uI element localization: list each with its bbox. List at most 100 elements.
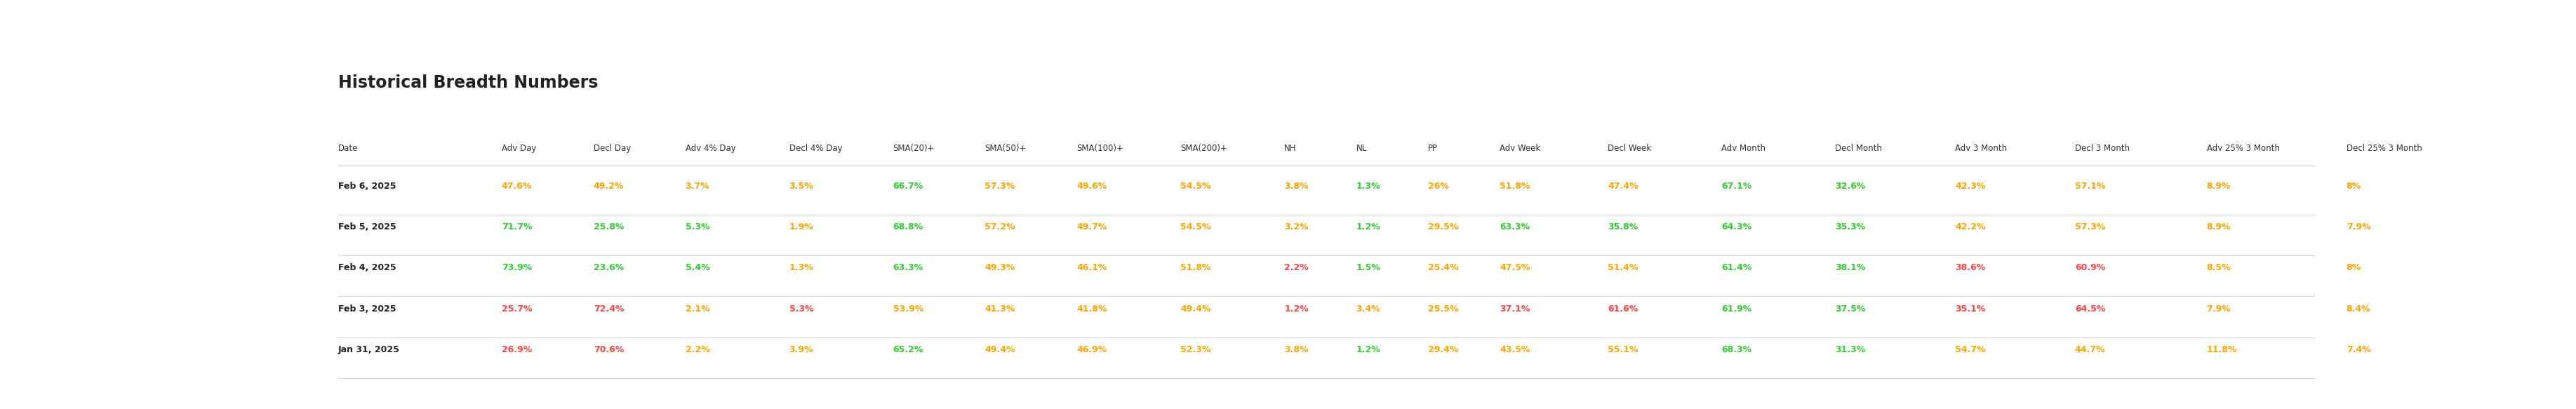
Text: Feb 4, 2025: Feb 4, 2025 <box>337 263 397 272</box>
Text: 7.9%: 7.9% <box>2347 222 2370 231</box>
Text: 37.1%: 37.1% <box>1499 304 1530 313</box>
Text: 5.3%: 5.3% <box>685 222 708 231</box>
Text: 67.1%: 67.1% <box>1721 181 1752 191</box>
Text: 46.1%: 46.1% <box>1077 263 1108 272</box>
Text: 47.5%: 47.5% <box>1499 263 1530 272</box>
Text: 3.4%: 3.4% <box>1355 304 1381 313</box>
Text: Date: Date <box>337 144 358 153</box>
Text: 49.3%: 49.3% <box>984 263 1015 272</box>
Text: 47.6%: 47.6% <box>502 181 533 191</box>
Text: 61.6%: 61.6% <box>1607 304 1638 313</box>
Text: Feb 5, 2025: Feb 5, 2025 <box>337 222 397 231</box>
Text: 49.4%: 49.4% <box>984 345 1015 354</box>
Text: Adv 4% Day: Adv 4% Day <box>685 144 737 153</box>
Text: 8.9%: 8.9% <box>2208 181 2231 191</box>
Text: 54.5%: 54.5% <box>1180 181 1211 191</box>
Text: 2.2%: 2.2% <box>1285 263 1309 272</box>
Text: SMA(20)+: SMA(20)+ <box>894 144 935 153</box>
Text: 3.7%: 3.7% <box>685 181 708 191</box>
Text: 1.2%: 1.2% <box>1285 304 1309 313</box>
Text: Historical Breadth Numbers: Historical Breadth Numbers <box>337 74 598 91</box>
Text: SMA(50)+: SMA(50)+ <box>984 144 1025 153</box>
Text: Feb 3, 2025: Feb 3, 2025 <box>337 304 397 313</box>
Text: Adv Week: Adv Week <box>1499 144 1540 153</box>
Text: 55.1%: 55.1% <box>1607 345 1638 354</box>
Text: 25.4%: 25.4% <box>1427 263 1458 272</box>
Text: 8%: 8% <box>2347 181 2362 191</box>
Text: Adv 3 Month: Adv 3 Month <box>1955 144 2007 153</box>
Text: 38.1%: 38.1% <box>1834 263 1865 272</box>
Text: 38.6%: 38.6% <box>1955 263 1986 272</box>
Text: 57.1%: 57.1% <box>2074 181 2105 191</box>
Text: 7.4%: 7.4% <box>2347 345 2370 354</box>
Text: Adv 25% 3 Month: Adv 25% 3 Month <box>2208 144 2280 153</box>
Text: 32.6%: 32.6% <box>1834 181 1865 191</box>
Text: 1.2%: 1.2% <box>1355 222 1381 231</box>
Text: 61.4%: 61.4% <box>1721 263 1752 272</box>
Text: 63.3%: 63.3% <box>1499 222 1530 231</box>
Text: Adv Month: Adv Month <box>1721 144 1765 153</box>
Text: 1.5%: 1.5% <box>1355 263 1381 272</box>
Text: 29.5%: 29.5% <box>1427 222 1458 231</box>
Text: Decl Day: Decl Day <box>592 144 631 153</box>
Text: 37.5%: 37.5% <box>1834 304 1865 313</box>
Text: 25.8%: 25.8% <box>592 222 623 231</box>
Text: 26%: 26% <box>1427 181 1448 191</box>
Text: 3.5%: 3.5% <box>788 181 814 191</box>
Text: 3.9%: 3.9% <box>788 345 814 354</box>
Text: Decl Week: Decl Week <box>1607 144 1651 153</box>
Text: NL: NL <box>1355 144 1368 153</box>
Text: 1.3%: 1.3% <box>1355 181 1381 191</box>
Text: 64.5%: 64.5% <box>2074 304 2105 313</box>
Text: 26.9%: 26.9% <box>502 345 533 354</box>
Text: 5.4%: 5.4% <box>685 263 711 272</box>
Text: Decl 3 Month: Decl 3 Month <box>2074 144 2130 153</box>
Text: Decl Month: Decl Month <box>1834 144 1883 153</box>
Text: 47.4%: 47.4% <box>1607 181 1638 191</box>
Text: 25.5%: 25.5% <box>1427 304 1458 313</box>
Text: 57.2%: 57.2% <box>984 222 1015 231</box>
Text: PP: PP <box>1427 144 1437 153</box>
Text: 42.2%: 42.2% <box>1955 222 1986 231</box>
Text: 29.4%: 29.4% <box>1427 345 1458 354</box>
Text: 49.4%: 49.4% <box>1180 304 1211 313</box>
Text: Decl 4% Day: Decl 4% Day <box>788 144 842 153</box>
Text: 3.8%: 3.8% <box>1285 181 1309 191</box>
Text: 1.3%: 1.3% <box>788 263 814 272</box>
Text: 11.8%: 11.8% <box>2208 345 2236 354</box>
Text: 8%: 8% <box>2347 263 2362 272</box>
Text: 5.3%: 5.3% <box>788 304 814 313</box>
Text: 35.8%: 35.8% <box>1607 222 1638 231</box>
Text: 54.7%: 54.7% <box>1955 345 1986 354</box>
Text: 1.2%: 1.2% <box>1355 345 1381 354</box>
Text: 41.3%: 41.3% <box>984 304 1015 313</box>
Text: 51.8%: 51.8% <box>1499 181 1530 191</box>
Text: Jan 31, 2025: Jan 31, 2025 <box>337 345 399 354</box>
Text: 72.4%: 72.4% <box>592 304 623 313</box>
Text: 68.8%: 68.8% <box>894 222 922 231</box>
Text: 57.3%: 57.3% <box>984 181 1015 191</box>
Text: 3.8%: 3.8% <box>1285 345 1309 354</box>
Text: 71.7%: 71.7% <box>502 222 533 231</box>
Text: 61.9%: 61.9% <box>1721 304 1752 313</box>
Text: 35.3%: 35.3% <box>1834 222 1865 231</box>
Text: 51.8%: 51.8% <box>1180 263 1211 272</box>
Text: 41.8%: 41.8% <box>1077 304 1108 313</box>
Text: 54.5%: 54.5% <box>1180 222 1211 231</box>
Text: 63.3%: 63.3% <box>894 263 922 272</box>
Text: Adv Day: Adv Day <box>502 144 536 153</box>
Text: 49.7%: 49.7% <box>1077 222 1108 231</box>
Text: 46.9%: 46.9% <box>1077 345 1108 354</box>
Text: 2.1%: 2.1% <box>685 304 711 313</box>
Text: 8.4%: 8.4% <box>2347 304 2370 313</box>
Text: 57.3%: 57.3% <box>2074 222 2105 231</box>
Text: 49.6%: 49.6% <box>1077 181 1108 191</box>
Text: 65.2%: 65.2% <box>894 345 922 354</box>
Text: 68.3%: 68.3% <box>1721 345 1752 354</box>
Text: 66.7%: 66.7% <box>894 181 922 191</box>
Text: SMA(200)+: SMA(200)+ <box>1180 144 1226 153</box>
Text: Decl 25% 3 Month: Decl 25% 3 Month <box>2347 144 2421 153</box>
Text: 8.5%: 8.5% <box>2208 263 2231 272</box>
Text: 23.6%: 23.6% <box>592 263 623 272</box>
Text: 73.9%: 73.9% <box>502 263 533 272</box>
